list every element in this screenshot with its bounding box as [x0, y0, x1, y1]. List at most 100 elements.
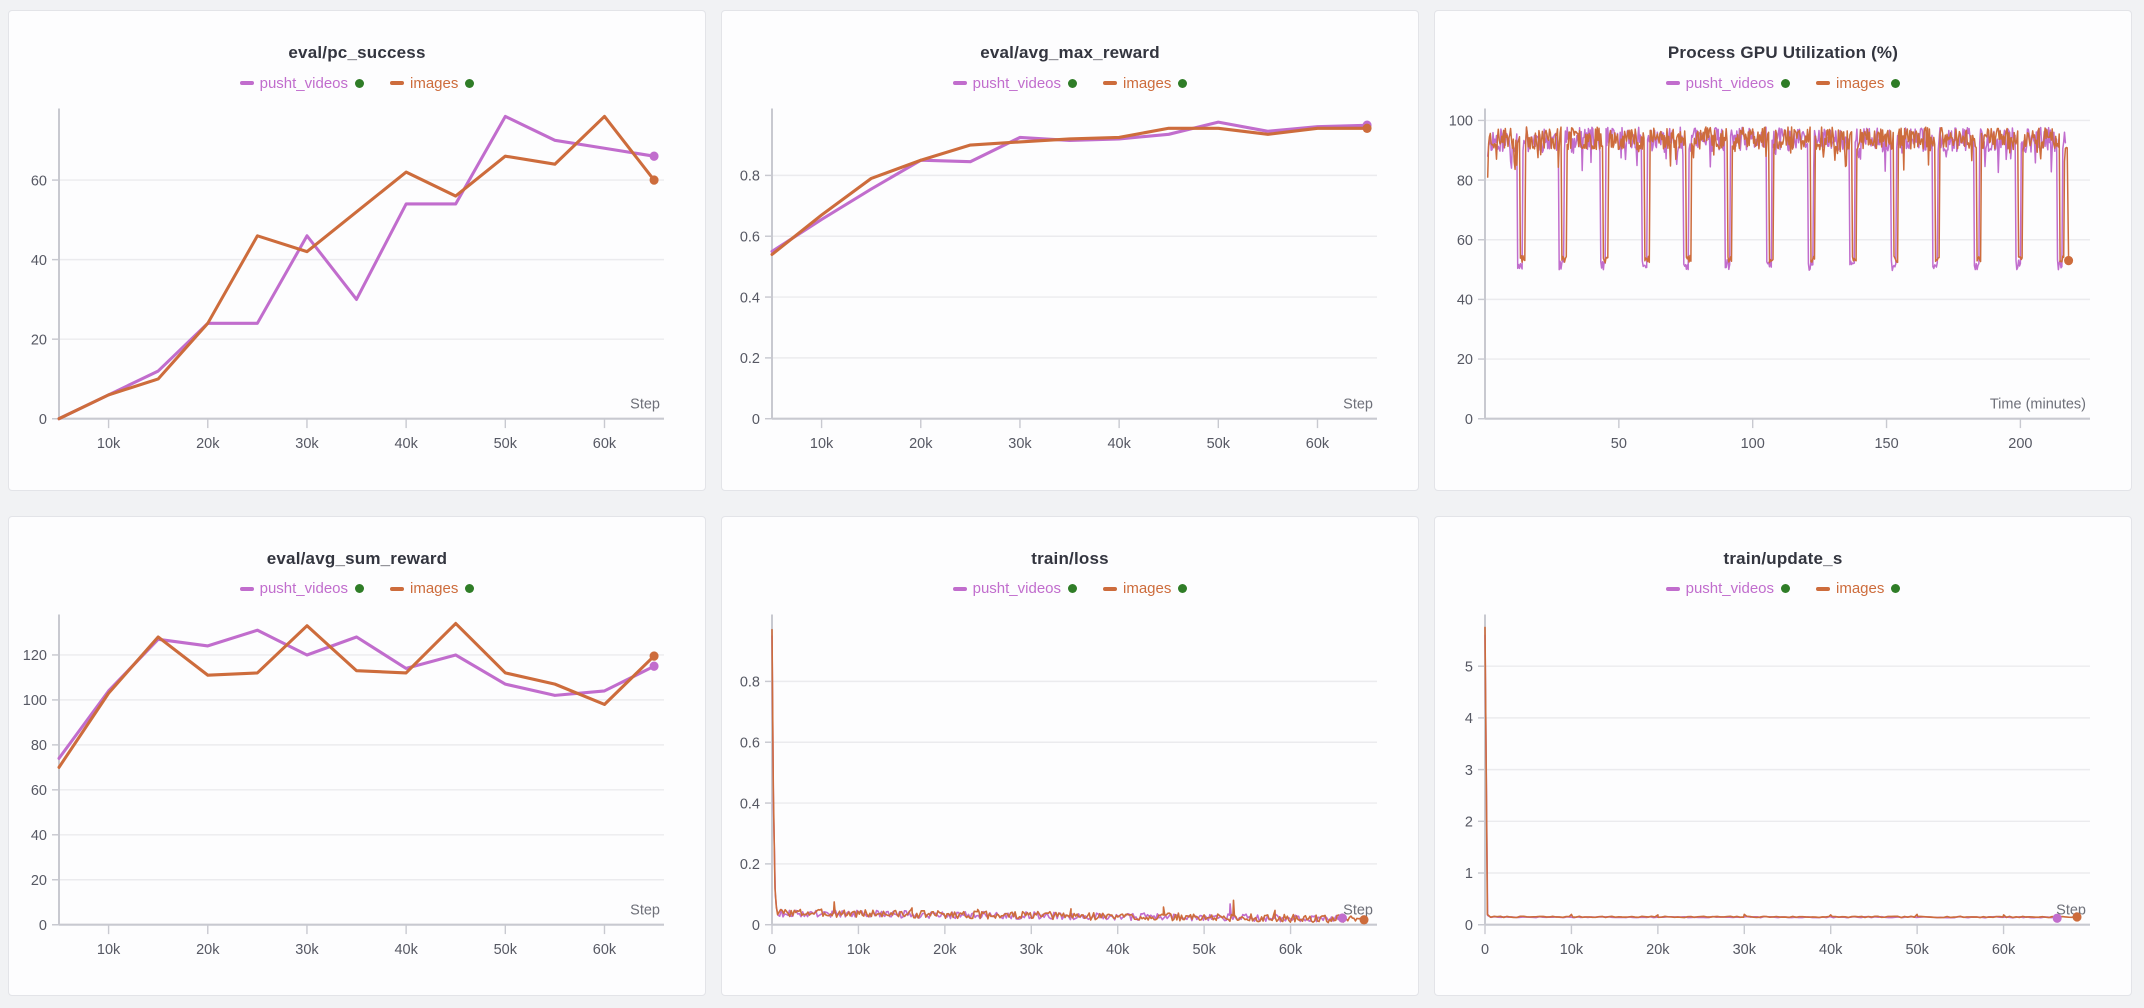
y-tick-label: 0 [752, 412, 760, 428]
x-tick-label: 50k [494, 436, 518, 452]
run-state-dot [1891, 78, 1901, 88]
x-tick-label: 50 [1611, 436, 1627, 452]
legend-label: pusht_videos [259, 580, 349, 597]
x-axis-title: Step [630, 902, 660, 918]
legend-item-images[interactable]: images [390, 580, 475, 597]
chart-panel-eval-pc-success[interactable]: eval/pc_success pusht_videos images 0 20 40… [8, 10, 706, 491]
y-tick-label: 0.6 [740, 735, 760, 751]
chart-title: Process GPU Utilization (%) [1667, 43, 1899, 62]
series-line-images[interactable] [57, 114, 656, 421]
legend-item-pusht_videos[interactable]: pusht_videos [1665, 75, 1791, 92]
y-tick-label: 120 [23, 647, 47, 663]
y-tick-label: 0 [752, 917, 760, 933]
end-point-dot-pusht_videos[interactable] [2052, 913, 2062, 923]
run-state-dot [1068, 78, 1078, 88]
series-line-images[interactable] [770, 126, 1369, 257]
y-tick-label: 20 [31, 332, 47, 348]
legend-item-pusht_videos[interactable]: pusht_videos [1665, 580, 1791, 597]
chart-plot[interactable]: 0 0.2 0.4 0.6 0.8 0 10k 20k 30k 40k 50k 60k Step [722, 602, 1418, 996]
y-tick-label: 100 [1449, 113, 1473, 129]
chart-title: eval/avg_sum_reward [266, 548, 448, 568]
end-point-dot-images[interactable] [2064, 255, 2074, 266]
x-tick-label: 10k [810, 436, 834, 452]
chart-title: train/loss [1031, 548, 1109, 568]
x-axis-title: Time (minutes) [1990, 396, 2086, 412]
legend-swatch [390, 81, 405, 85]
legend-label: images [410, 74, 459, 92]
legend-item-pusht_videos[interactable]: pusht_videos [952, 580, 1078, 597]
x-tick-label: 20k [1646, 941, 1670, 957]
run-state-dot [355, 78, 365, 88]
legend-item-images[interactable]: images [390, 74, 475, 92]
y-tick-label: 60 [31, 173, 47, 189]
y-tick-label: 80 [31, 737, 47, 753]
legend-item-pusht_videos[interactable]: pusht_videos [239, 580, 365, 597]
legend-label: images [410, 580, 459, 597]
run-state-dot [355, 584, 365, 593]
x-tick-label: 10k [847, 941, 871, 957]
y-tick-label: 40 [31, 827, 47, 843]
end-point-dot-images[interactable] [2072, 911, 2082, 922]
legend-label: pusht_videos [1685, 580, 1775, 597]
chart-panel-eval-avg-max-reward[interactable]: eval/avg_max_reward pusht_videos images 0… [721, 10, 1419, 491]
chart-panel-process-gpu-utilization[interactable]: Process GPU Utilization (%) pusht_videos… [1434, 10, 2132, 491]
x-tick-label: 40k [394, 436, 418, 452]
series-line-pusht_videos[interactable] [57, 114, 656, 421]
y-tick-label: 40 [1457, 292, 1473, 308]
chart-plot[interactable]: 0 20 40 60 80 100 50 100 150 200 Time (minutes) [1435, 96, 2131, 490]
y-tick-label: 5 [1465, 659, 1473, 675]
run-state-dot [465, 78, 475, 88]
run-state-dot [1781, 78, 1791, 88]
y-tick-label: 0.8 [740, 168, 760, 184]
legend-item-images[interactable]: images [1103, 580, 1188, 597]
y-tick-label: 60 [31, 782, 47, 798]
chart-title: train/update_s [1723, 548, 1843, 568]
x-tick-label: 50k [1192, 941, 1216, 957]
x-tick-label: 60k [593, 941, 617, 957]
chart-panel-train-loss[interactable]: train/loss pusht_videos images 0 0.2 0.4 0.6… [721, 515, 1419, 996]
legend-item-pusht_videos[interactable]: pusht_videos [952, 75, 1078, 92]
y-tick-label: 0.8 [740, 674, 760, 690]
end-point-dot-pusht_videos[interactable] [649, 151, 659, 161]
series-line-images[interactable] [57, 621, 656, 769]
chart-plot[interactable]: 0 20 40 60 80 100 120 10k 20k 30k 40k 50k 60k Step [9, 602, 705, 996]
legend-item-images[interactable]: images [1103, 75, 1188, 92]
end-point-dot-images[interactable] [1359, 914, 1369, 925]
end-point-dot-pusht_videos[interactable] [649, 661, 659, 671]
legend-item-images[interactable]: images [1816, 74, 1901, 92]
series-line-images[interactable] [1484, 626, 2077, 918]
end-point-dot-images[interactable] [649, 175, 659, 185]
x-tick-label: 10k [97, 436, 121, 452]
x-tick-label: 50k [1905, 941, 1929, 957]
legend-label: images [1836, 74, 1885, 92]
chart-legend: pusht_videos images [952, 580, 1188, 598]
x-tick-label: 150 [1874, 436, 1898, 452]
chart-panel-train-update-s[interactable]: train/update_s pusht_videos images 0 1 2 3 4 5… [1434, 515, 2132, 996]
legend-swatch [1816, 81, 1831, 85]
run-state-dot [1178, 584, 1188, 593]
series-line-pusht_videos[interactable] [771, 634, 1343, 922]
legend-item-pusht_videos[interactable]: pusht_videos [239, 74, 365, 92]
series-line-images[interactable] [771, 628, 1364, 923]
x-tick-label: 40k [1106, 941, 1130, 957]
legend-item-images[interactable]: images [1816, 580, 1901, 597]
x-tick-label: 50k [494, 941, 518, 957]
x-tick-label: 10k [1560, 941, 1584, 957]
legend-label: pusht_videos [972, 580, 1062, 597]
series-line-images[interactable] [1486, 126, 2070, 264]
legend-label: pusht_videos [259, 74, 349, 92]
x-tick-label: 40k [1107, 436, 1131, 452]
chart-panel-eval-avg-sum-reward[interactable]: eval/avg_sum_reward pusht_videos images 0… [8, 515, 706, 996]
end-point-dot-images[interactable] [1362, 123, 1372, 133]
chart-plot[interactable]: 0 20 40 60 10k 20k 30k 40k 50k 60k Step [9, 96, 705, 490]
series-line-pusht_videos[interactable] [1484, 633, 2056, 919]
x-tick-label: 40k [1819, 941, 1843, 957]
end-point-dot-images[interactable] [649, 650, 659, 661]
series-line-pusht_videos[interactable] [1486, 126, 2067, 272]
end-point-dot-pusht_videos[interactable] [1337, 912, 1347, 923]
chart-plot[interactable]: 0 0.2 0.4 0.6 0.8 10k 20k 30k 40k 50k 60k Step [722, 96, 1418, 490]
x-tick-label: 0 [1481, 941, 1489, 957]
legend-label: images [1836, 580, 1885, 597]
chart-title: eval/avg_max_reward [980, 43, 1160, 62]
